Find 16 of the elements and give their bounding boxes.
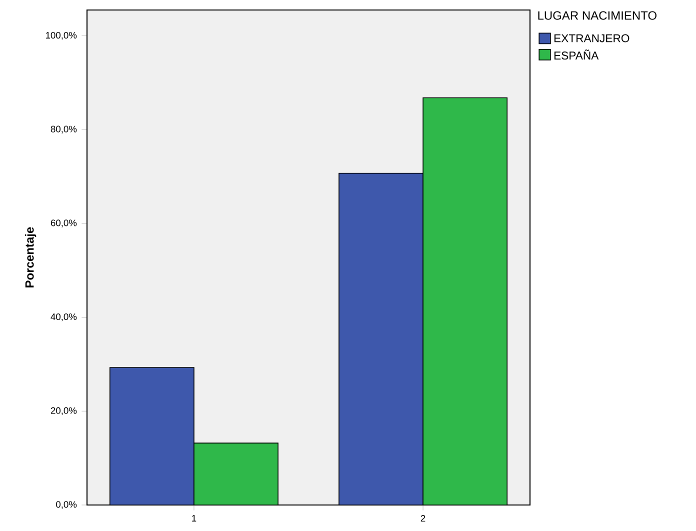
x-tick-label: 1 — [192, 515, 196, 522]
y-tick-label: 40,0% — [50, 313, 77, 322]
y-tick-label: 60,0% — [50, 220, 77, 228]
bar — [194, 442, 278, 505]
y-tick-label: 20,0% — [50, 407, 77, 415]
x-tick-label: 2 — [420, 515, 426, 522]
legend-label: ESPAÑA — [554, 49, 599, 60]
bar — [422, 97, 508, 505]
y-tick-label: 0,0% — [56, 501, 77, 509]
bar — [338, 172, 424, 505]
y-tick-label: 80,0% — [50, 126, 77, 134]
y-axis-title: Porcentaje — [24, 227, 36, 288]
legend-label: EXTRANJERO — [554, 34, 630, 42]
y-tick-label: 100,0% — [46, 32, 77, 40]
legend-title: LUGAR NACIMIENTO — [538, 11, 656, 20]
bar — [110, 367, 194, 505]
